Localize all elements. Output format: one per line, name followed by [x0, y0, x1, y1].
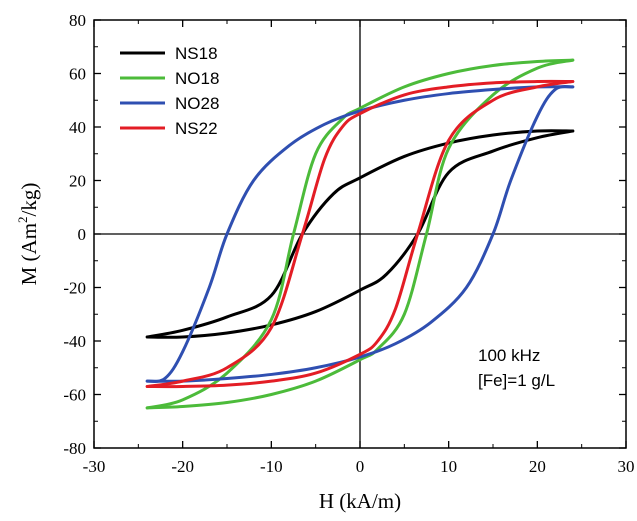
series-ns22-descending-branch [145, 80, 575, 389]
y-axis-label-superscript: 2 [15, 216, 30, 223]
y-tick-label: -80 [63, 439, 86, 458]
series-ns18-descending-branch [145, 129, 575, 339]
x-tick-label: 0 [356, 457, 365, 476]
series-no28-descending-branch [145, 85, 575, 383]
series-no18-ascending-branch [145, 58, 575, 410]
x-axis-label: H (kA/m) [319, 489, 401, 513]
series-layer [145, 58, 575, 410]
legend-label-no28: NO28 [175, 94, 219, 113]
y-tick-label: -40 [63, 332, 86, 351]
y-tick-label: 20 [69, 172, 86, 191]
series-ns18-ascending-branch [145, 129, 575, 339]
y-tick-label: -20 [63, 279, 86, 298]
y-tick-label: 0 [78, 225, 87, 244]
legend-label-ns22: NS22 [175, 119, 218, 138]
series-no28-ascending-branch [145, 85, 575, 383]
x-tick-label: -20 [171, 457, 194, 476]
x-tick-label: -10 [260, 457, 283, 476]
y-tick-label: 80 [69, 11, 86, 30]
annotation-concentration: [Fe]=1 g/L [478, 371, 555, 390]
y-tick-label: -60 [63, 386, 86, 405]
y-tick-label: 60 [69, 65, 86, 84]
y-axis-label: M (Am2/kg) [15, 183, 41, 286]
legend-label-no18: NO18 [175, 69, 219, 88]
x-tick-label: 20 [529, 457, 546, 476]
zero-lines [94, 20, 626, 448]
x-tick-label: 10 [440, 457, 457, 476]
plot-frame [93, 19, 627, 449]
x-tick-label: 30 [618, 457, 635, 476]
legend: NS18 NO18 NO28 NS22 [120, 44, 219, 138]
series-no18-descending-branch [145, 58, 575, 410]
legend-label-ns18: NS18 [175, 44, 218, 63]
series-ns22-ascending-branch [145, 79, 575, 388]
y-tick-label: 40 [69, 118, 86, 137]
y-axis-label-part-2: /kg) [17, 183, 41, 217]
x-tick-label: -30 [83, 457, 106, 476]
y-axis-label-part-1: M (Am [17, 223, 41, 285]
annotation-frequency: 100 kHz [478, 346, 540, 365]
